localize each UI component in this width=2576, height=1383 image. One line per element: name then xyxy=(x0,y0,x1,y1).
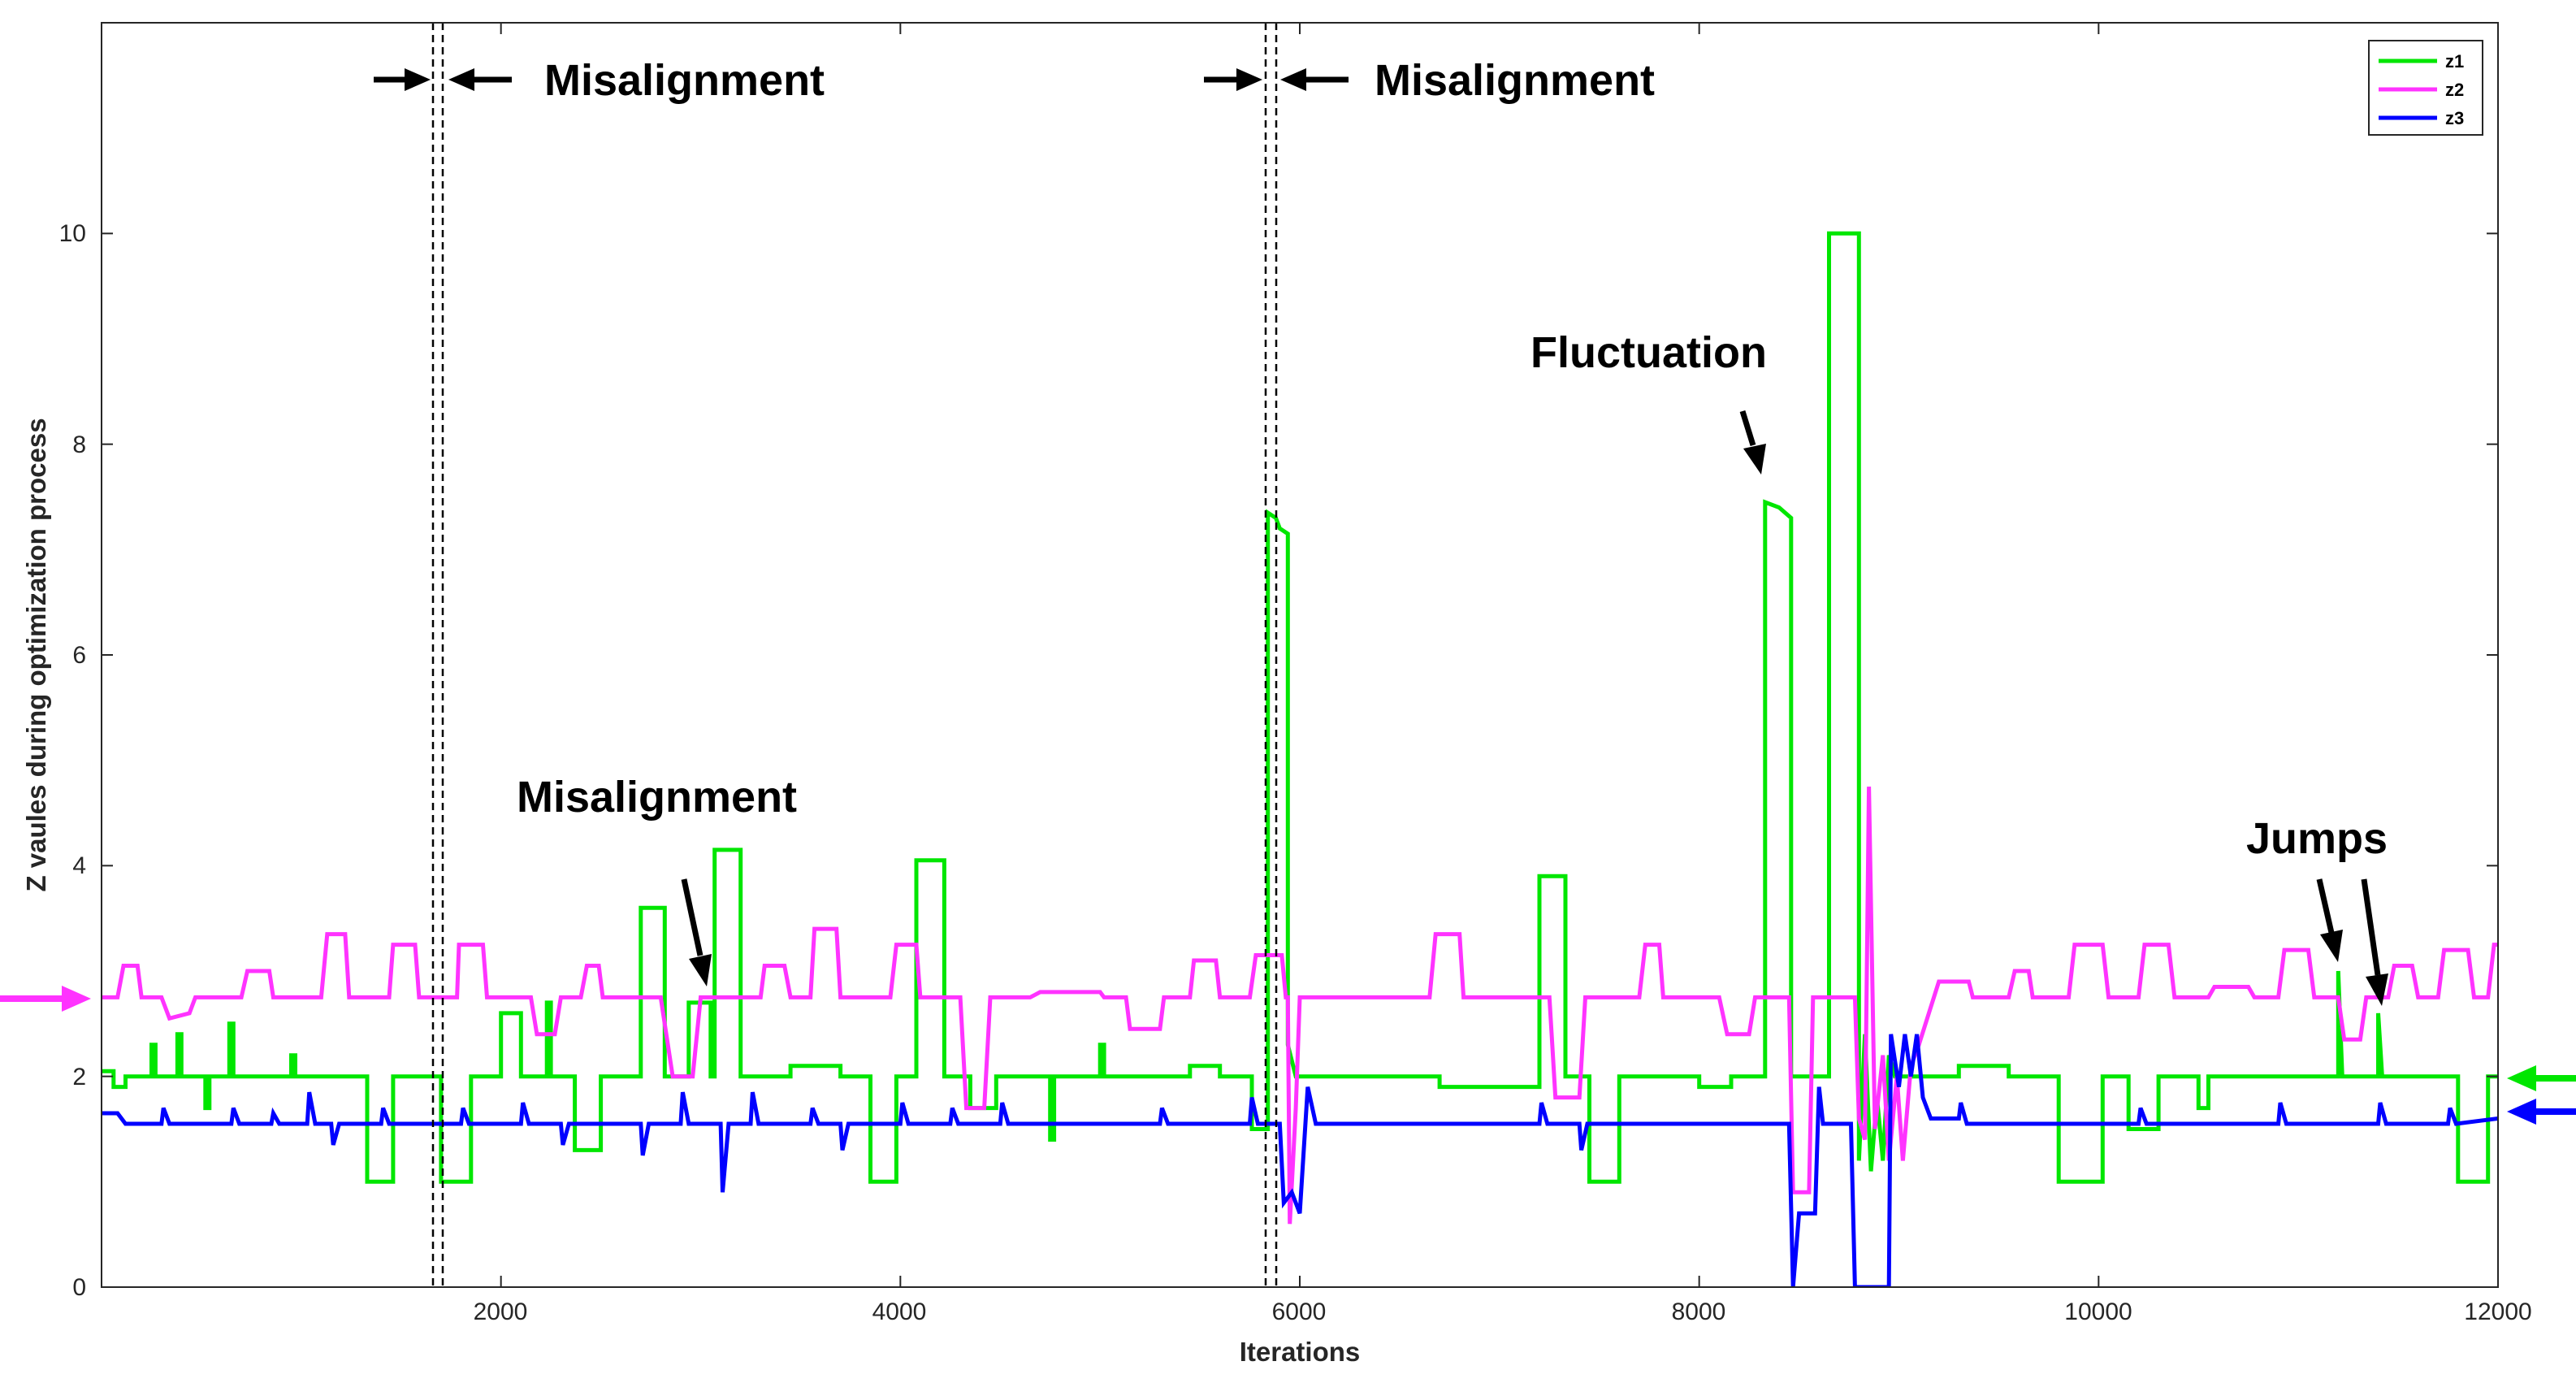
y-tick-label-6: 6 xyxy=(72,642,86,669)
y-tick-label-2: 2 xyxy=(72,1064,86,1090)
z1-end-marker xyxy=(2507,1065,2576,1091)
y-tick-label-4: 4 xyxy=(72,852,86,879)
annotation-misalignment-1: Misalignment xyxy=(544,56,825,105)
z2-start-marker xyxy=(0,986,91,1012)
annotations: Misalignment Misalignment Misalignment F… xyxy=(517,56,2388,863)
x-tick-labels: 2000 4000 6000 8000 10000 12000 xyxy=(474,1298,2532,1325)
series-z2-line xyxy=(102,787,2498,1225)
legend-label-z3: z3 xyxy=(2445,108,2464,128)
arrow-left-2 xyxy=(1280,68,1349,91)
annotation-jumps: Jumps xyxy=(2246,814,2388,863)
y-tick-label-10: 10 xyxy=(59,220,86,247)
annotation-fluctuation: Fluctuation xyxy=(1530,328,1767,377)
x-tick-label-4000: 4000 xyxy=(872,1298,927,1325)
legend-label-z1: z1 xyxy=(2445,51,2464,72)
legend-label-z2: z2 xyxy=(2445,80,2464,100)
y-tick-label-0: 0 xyxy=(72,1274,86,1301)
arrow-jumps-1 xyxy=(2316,878,2343,962)
x-axis-label: Iterations xyxy=(1240,1337,1361,1367)
x-tick-label-12000: 12000 xyxy=(2464,1298,2531,1325)
legend: z1 z2 z3 xyxy=(2368,40,2483,136)
plot-background xyxy=(102,23,2498,1287)
axis-side-markers xyxy=(0,986,2576,1125)
y-axis-label: Z vaules during optimization process xyxy=(21,418,51,891)
series-lines xyxy=(102,231,2498,1287)
misalignment-guides xyxy=(431,23,1278,1287)
annotation-misalignment-3: Misalignment xyxy=(517,773,797,822)
y-tick-label-8: 8 xyxy=(72,431,86,458)
annotation-arrows xyxy=(374,68,2388,1006)
arrow-right-2 xyxy=(1204,68,1262,91)
arrow-left-1 xyxy=(448,68,512,91)
arrow-jumps-2 xyxy=(2361,878,2388,1006)
series-z3-line xyxy=(102,1034,2498,1287)
axis-ticks xyxy=(102,23,2499,1288)
arrow-misalignment-down xyxy=(681,878,712,986)
annotation-misalignment-2: Misalignment xyxy=(1375,56,1655,105)
arrow-right-1 xyxy=(374,68,431,91)
series-z1-line xyxy=(102,231,2498,1184)
x-tick-label-6000: 6000 xyxy=(1272,1298,1327,1325)
x-tick-label-8000: 8000 xyxy=(1672,1298,1726,1325)
x-tick-label-10000: 10000 xyxy=(2064,1298,2132,1325)
arrow-fluctuation-down xyxy=(1739,410,1766,475)
x-tick-label-2000: 2000 xyxy=(474,1298,528,1325)
y-tick-labels: 0 2 4 6 8 10 xyxy=(59,220,86,1301)
z3-end-marker xyxy=(2507,1099,2576,1125)
